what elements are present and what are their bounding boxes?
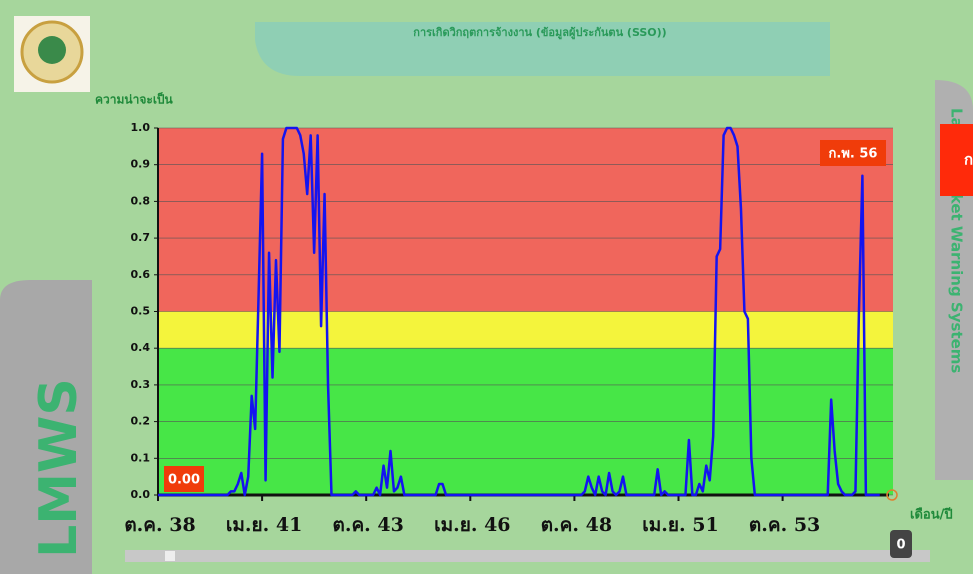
chart-title: การเกิดวิกฤตการจ้างงาน (ข้อมูลผู้ประกันต… — [413, 26, 666, 40]
x-tick-label: เม.ย. 46 — [434, 514, 510, 536]
x-tick-label: เม.ย. 51 — [642, 514, 718, 536]
data-line — [158, 126, 880, 497]
x-tick-label: ต.ค. 43 — [333, 514, 404, 536]
side-button[interactable] — [940, 124, 973, 196]
y-tick-label: 0.1 — [131, 451, 151, 464]
brand: LMWS — [29, 378, 89, 558]
y-tick-label: 0.3 — [131, 378, 151, 391]
side-button-label[interactable]: ก — [964, 151, 973, 169]
annotation-box — [820, 140, 886, 166]
brand-tab — [0, 280, 92, 574]
y-tick-label: 0.0 — [131, 488, 151, 501]
logo-emblem-inner — [38, 36, 66, 64]
annotation: 0 — [896, 538, 905, 553]
x-tick-label: ต.ค. 48 — [541, 514, 612, 536]
annotation-box — [890, 530, 912, 558]
scroll-thumb[interactable] — [165, 551, 175, 561]
annotation-box — [164, 466, 204, 492]
y-tick-label: 0.5 — [131, 305, 151, 318]
y-tick-label: 0.4 — [131, 341, 151, 354]
y-tick-label: 0.7 — [131, 231, 151, 244]
title-tab — [255, 22, 830, 76]
y-tick-label: 0.6 — [131, 268, 151, 281]
y-tick-label: 0.8 — [131, 194, 151, 207]
axis-end — [886, 489, 898, 501]
y-tick-label: 0.2 — [131, 415, 151, 428]
annotation: ก.พ. 56 — [829, 147, 878, 162]
scrollbar[interactable] — [125, 550, 930, 562]
x-axis-label: เดือน/ปี — [910, 507, 953, 523]
y-axis-label: ความน่าจะเป็น — [95, 92, 174, 107]
x-tick-label: ต.ค. 38 — [124, 514, 195, 536]
y-tick-label: 0.9 — [131, 158, 151, 171]
annotation: 0.00 — [168, 473, 200, 488]
y-tick-label: 1.0 — [131, 121, 151, 134]
x-tick-label: ต.ค. 53 — [749, 514, 820, 536]
x-tick-label: เม.ย. 41 — [226, 514, 302, 536]
